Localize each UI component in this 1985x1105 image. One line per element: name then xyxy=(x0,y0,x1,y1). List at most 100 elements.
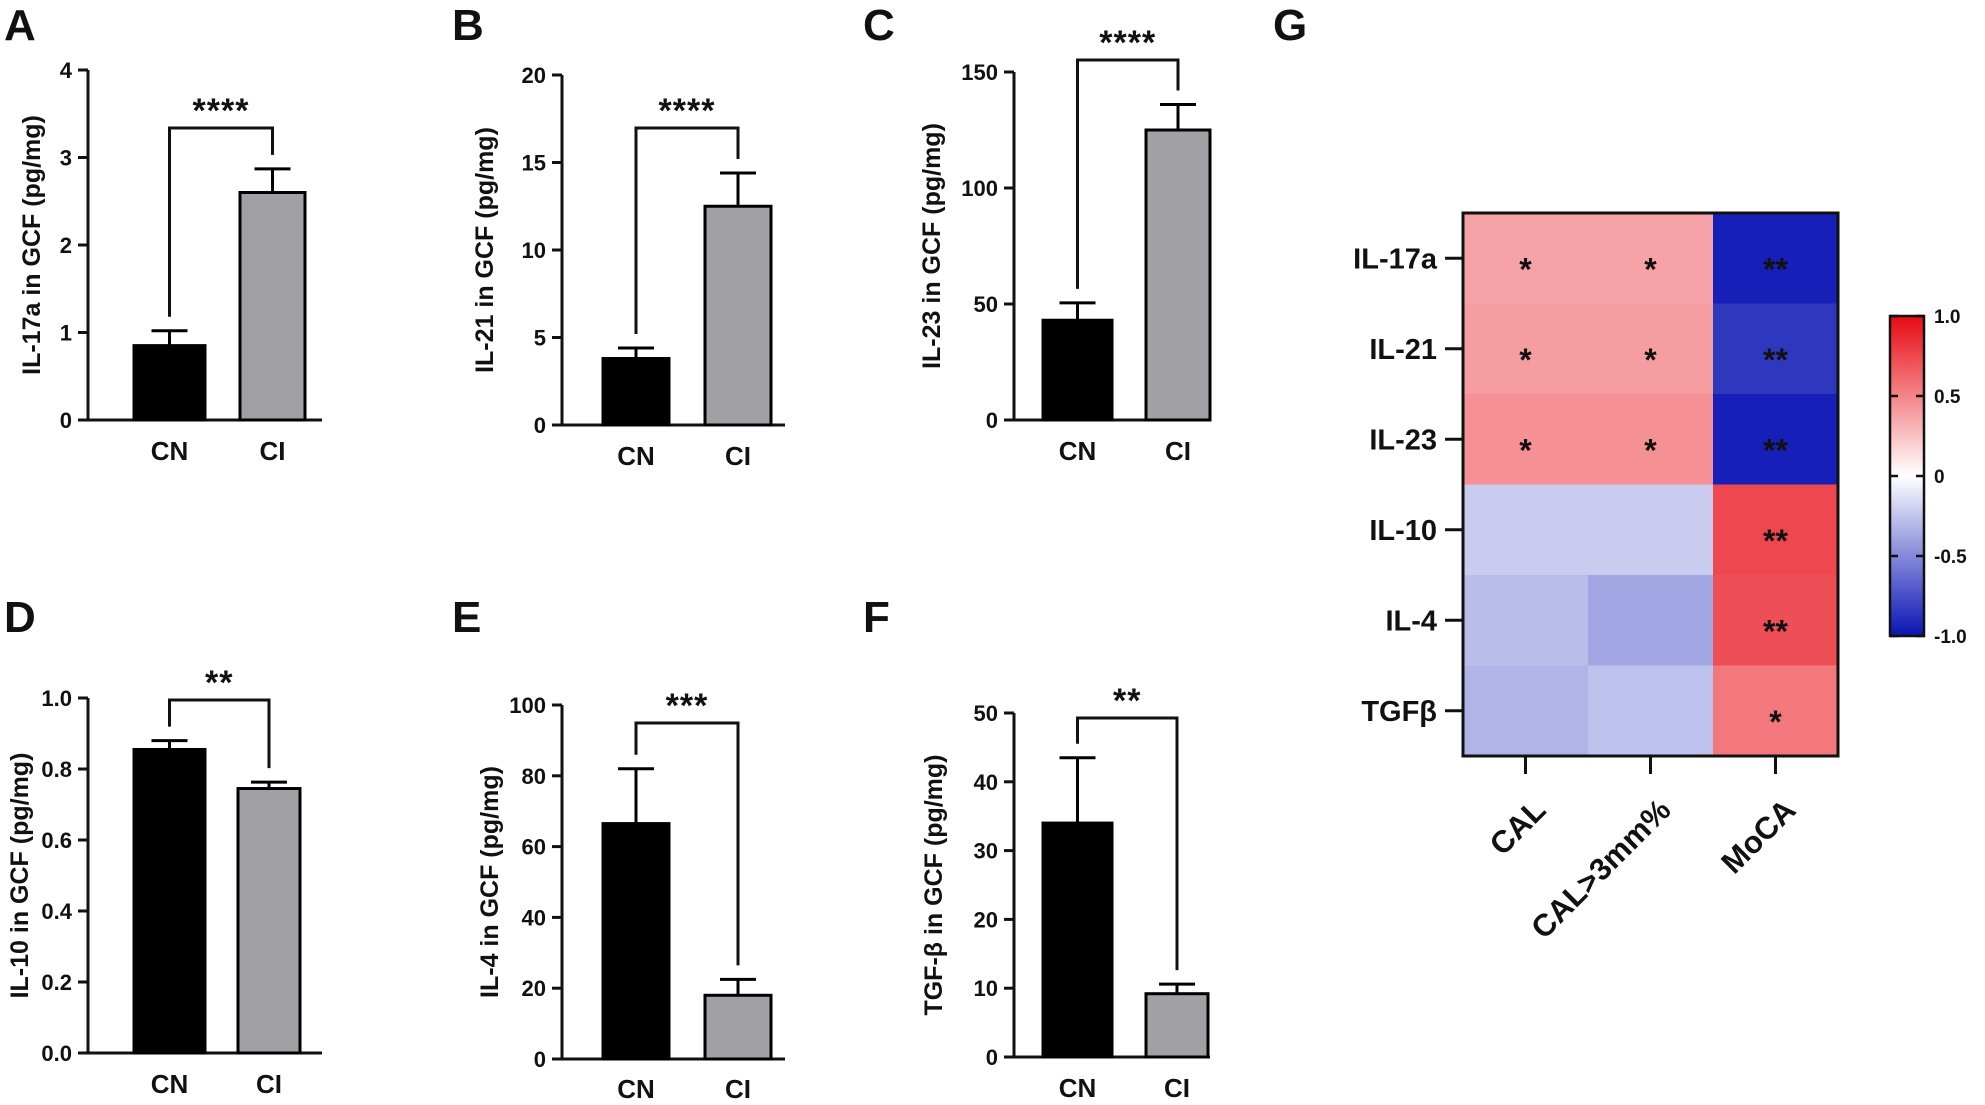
heatmap-star: ** xyxy=(1763,251,1788,287)
bar-cn xyxy=(132,747,207,1055)
heatmap-col-label: CAL xyxy=(1483,792,1553,862)
heatmap-row-label: IL-23 xyxy=(1369,424,1437,456)
panel-d: D 0.0 0.2 0.4 0.6 0.8 1.0 IL-10 in GCF (pg/mg) C… xyxy=(4,593,322,1099)
heatmap-row-label: IL-4 xyxy=(1385,605,1437,637)
bar-ci xyxy=(1144,128,1212,422)
heatmap-star: ** xyxy=(1763,432,1788,468)
heatmap-star: ** xyxy=(1763,342,1788,378)
significance-stars: **** xyxy=(659,92,716,130)
panel-a: A 0 1 2 3 4 IL-17a in GCF (pg/mg) CN CI **** xyxy=(4,1,322,466)
panel-c: C 0 50 100 150 IL-23 in GCF (pg/mg) CN CI **** xyxy=(863,1,1212,466)
y-tick-label: 3 xyxy=(60,146,72,171)
heatmap-cell xyxy=(1588,394,1714,485)
heatmap-row-label: IL-17a xyxy=(1353,243,1438,275)
colorbar-label: 0 xyxy=(1934,467,1945,488)
significance-stars: *** xyxy=(666,687,709,725)
heatmap-cell xyxy=(1463,213,1589,304)
bar-cn xyxy=(601,822,671,1061)
y-tick-label: 2 xyxy=(60,233,72,258)
y-tick-label: 0 xyxy=(534,413,546,438)
y-tick-label: 0.4 xyxy=(41,899,72,924)
y-tick-label: 100 xyxy=(961,176,998,201)
heatmap-cell xyxy=(1588,575,1714,666)
panel-letter: C xyxy=(863,1,895,50)
y-tick-label: 60 xyxy=(522,835,546,860)
heatmap-star: * xyxy=(1644,342,1657,378)
y-tick-label: 1 xyxy=(60,321,72,346)
category-label: CI xyxy=(256,1069,282,1099)
colorbar-label: -0.5 xyxy=(1934,547,1967,568)
heatmap-star: ** xyxy=(1763,523,1788,559)
heatmap-star: * xyxy=(1769,704,1782,740)
category-label: CN xyxy=(151,1069,189,1099)
heatmap-row-label: IL-21 xyxy=(1369,334,1437,366)
heatmap-star: * xyxy=(1644,251,1657,287)
significance-stars: ** xyxy=(1113,682,1141,720)
panel-letter: D xyxy=(4,593,36,642)
significance-stars: **** xyxy=(1099,24,1156,62)
bar-cn xyxy=(132,344,207,422)
heatmap-star: * xyxy=(1519,251,1532,287)
y-axis-label: IL-4 in GCF (pg/mg) xyxy=(476,766,504,998)
colorbar-label: -1.0 xyxy=(1934,627,1967,648)
category-label: CN xyxy=(1059,1073,1097,1103)
y-axis-label: IL-17a in GCF (pg/mg) xyxy=(18,115,46,375)
y-tick-label: 15 xyxy=(522,151,546,176)
heatmap-star: * xyxy=(1519,342,1532,378)
panel-b: B 0 5 10 15 20 IL-21 in GCF (pg/mg) CN CI **** xyxy=(452,1,785,471)
y-tick-label: 0 xyxy=(534,1047,546,1072)
y-tick-label: 80 xyxy=(522,764,546,789)
y-tick-label: 150 xyxy=(961,60,998,85)
panel-letter: F xyxy=(863,593,890,642)
colorbar-label: 1.0 xyxy=(1934,307,1960,328)
y-tick-label: 0.8 xyxy=(41,757,72,782)
significance-bracket xyxy=(1076,716,1179,971)
y-tick-label: 0 xyxy=(986,408,998,433)
y-tick-label: 0.2 xyxy=(41,970,72,995)
category-label: CN xyxy=(151,436,189,466)
significance-bracket xyxy=(634,126,740,334)
heatmap-cell xyxy=(1588,665,1714,757)
category-label: CI xyxy=(725,441,751,471)
category-label: CI xyxy=(260,436,286,466)
significance-bracket xyxy=(168,698,271,769)
bar-ci xyxy=(703,993,773,1061)
category-label: CI xyxy=(725,1074,751,1104)
y-axis-label: TGF-β in GCF (pg/mg) xyxy=(920,754,948,1015)
heatmap-star: * xyxy=(1644,432,1657,468)
heatmap-cell xyxy=(1463,303,1589,395)
significance-bracket xyxy=(168,126,274,317)
y-axis-label: IL-21 in GCF (pg/mg) xyxy=(471,127,499,373)
heatmap-cell xyxy=(1588,303,1714,395)
y-tick-label: 50 xyxy=(974,701,998,726)
heatmap-row-label: IL-10 xyxy=(1369,515,1437,547)
heatmap-cell xyxy=(1713,303,1839,395)
panel-g: G* * *** * *** * *******IL-17aIL-21IL-23IL-10I… xyxy=(1273,1,1967,945)
category-label: CI xyxy=(1165,436,1191,466)
heatmap-cell xyxy=(1713,394,1839,485)
y-axis-label: IL-10 in GCF (pg/mg) xyxy=(6,753,34,999)
significance-stars: **** xyxy=(193,92,250,130)
panel-letter: E xyxy=(452,593,481,642)
y-tick-label: 20 xyxy=(522,63,546,88)
heatmap-cell xyxy=(1713,665,1839,757)
significance-bracket xyxy=(1076,58,1180,289)
heatmap-cell xyxy=(1713,575,1839,666)
heatmap-cell xyxy=(1588,484,1714,576)
category-label: CN xyxy=(617,441,655,471)
heatmap-cell xyxy=(1463,394,1589,485)
heatmap-cell xyxy=(1463,575,1589,666)
y-tick-label: 100 xyxy=(509,693,546,718)
category-label: CN xyxy=(1059,436,1097,466)
y-tick-label: 0 xyxy=(60,408,72,433)
y-tick-label: 40 xyxy=(522,905,546,930)
panel-letter: G xyxy=(1273,1,1307,50)
panel-letter: A xyxy=(4,1,36,50)
heatmap-cell xyxy=(1588,213,1714,304)
bar-cn xyxy=(1041,318,1114,422)
panel-e: E 0 20 40 60 80 100 IL-4 in GCF (pg/mg) CN CI *** xyxy=(452,593,785,1104)
heatmap-cell xyxy=(1463,665,1589,757)
y-tick-label: 1.0 xyxy=(41,686,72,711)
bar-ci xyxy=(238,191,307,422)
